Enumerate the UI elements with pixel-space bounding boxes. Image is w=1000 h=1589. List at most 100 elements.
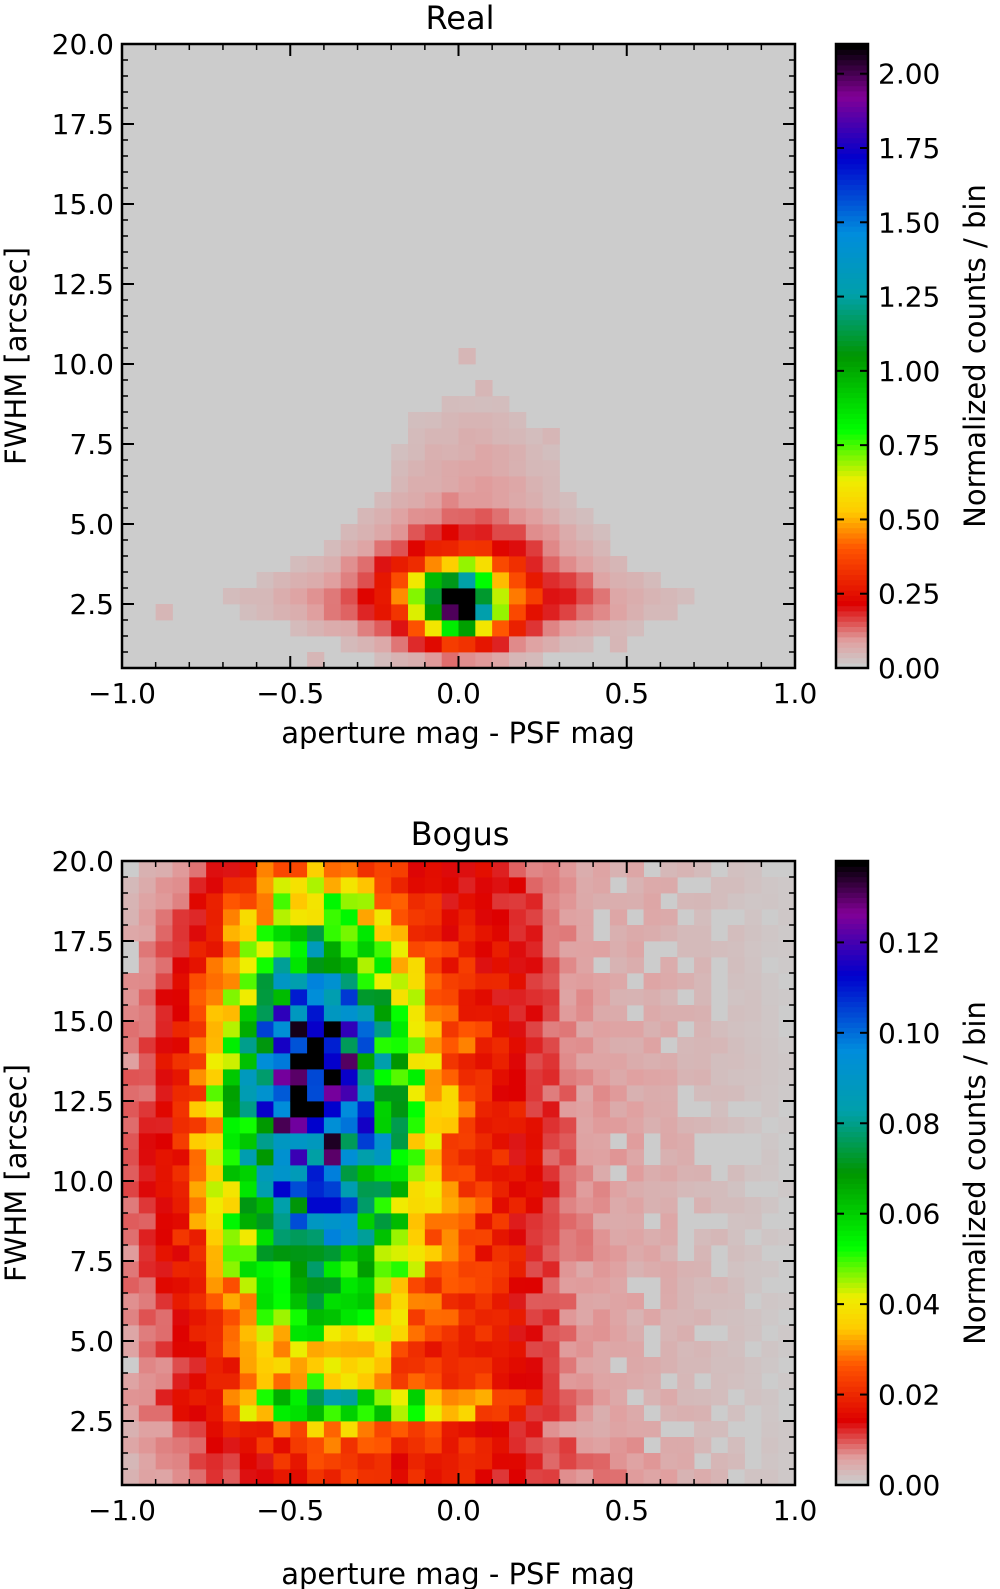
heatmap-cell (239, 1389, 257, 1406)
heatmap-cell (391, 1149, 409, 1166)
heatmap-cell (340, 1277, 358, 1294)
heatmap-cell (441, 861, 459, 878)
heatmap-cell (206, 877, 224, 894)
heatmap-cell (172, 1357, 190, 1374)
colorbar-swatch (836, 944, 868, 950)
heatmap-cell (408, 444, 426, 461)
heatmap-cell (408, 893, 426, 910)
heatmap-cell (172, 1469, 190, 1486)
heatmap-cell (593, 1229, 611, 1246)
colorbar-swatch (836, 200, 868, 206)
heatmap-cell (441, 652, 459, 669)
heatmap-cell (542, 1341, 560, 1358)
heatmap-cell (155, 925, 173, 942)
heatmap-cell (307, 989, 325, 1006)
heatmap-cell (542, 1421, 560, 1438)
colorbar-swatch (836, 1438, 868, 1444)
heatmap-cell (290, 604, 308, 621)
heatmap-cell (222, 1181, 241, 1198)
heatmap-cell (273, 1117, 291, 1134)
heatmap-cell (357, 1085, 375, 1102)
heatmap-cell (778, 893, 796, 910)
heatmap-cell (391, 1421, 409, 1438)
heatmap-cell (256, 1389, 274, 1406)
heatmap-cell (307, 1357, 325, 1374)
heatmap-cell (408, 1165, 426, 1182)
heatmap-cell (492, 492, 510, 509)
heatmap-cell (710, 877, 729, 894)
heatmap-cell (189, 1453, 207, 1470)
heatmap-cell (542, 1357, 560, 1374)
heatmap-cell (441, 540, 459, 557)
heatmap-cell (122, 1421, 140, 1438)
heatmap-cell (189, 1069, 207, 1086)
heatmap-cell (290, 909, 308, 926)
heatmap-cell (424, 460, 443, 477)
heatmap-cell (290, 1373, 308, 1390)
heatmap-cell (525, 1005, 544, 1022)
heatmap-cell (189, 1149, 207, 1166)
heatmap-cell (694, 973, 712, 990)
heatmap-cell (323, 572, 342, 589)
heatmap-cell (122, 1085, 140, 1102)
heatmap-cell (206, 1293, 224, 1310)
x-tick-label: 0.5 (604, 677, 649, 710)
heatmap-cell (273, 989, 291, 1006)
colorbar-swatch (836, 444, 868, 451)
heatmap-cell (626, 957, 644, 974)
colorbar-swatch (836, 933, 868, 940)
heatmap-cell (307, 925, 325, 942)
heatmap-cell (391, 1341, 409, 1358)
heatmap-cell (172, 1117, 190, 1134)
heatmap-cell (441, 604, 459, 621)
heatmap-cell (542, 1437, 560, 1454)
heatmap-cell (559, 1405, 577, 1422)
heatmap-cell (508, 1389, 527, 1406)
heatmap-cell (643, 1037, 661, 1054)
heatmap-cell (256, 1005, 274, 1022)
heatmap-cell (122, 893, 140, 910)
heatmap-cell (744, 1373, 762, 1390)
heatmap-cell (542, 1181, 560, 1198)
heatmap-cell (256, 1165, 274, 1182)
heatmap-cell (525, 1469, 544, 1486)
heatmap-cell (408, 925, 426, 942)
heatmap-cell (122, 1373, 140, 1390)
heatmap-cell (508, 588, 527, 605)
heatmap-cell (525, 508, 544, 525)
heatmap-cell (576, 1197, 594, 1214)
heatmap-cell (576, 1341, 594, 1358)
heatmap-cell (323, 1085, 342, 1102)
heatmap-cell (744, 925, 762, 942)
heatmap-cell (441, 524, 459, 541)
colorbar-swatch (836, 1084, 868, 1091)
heatmap-cell (290, 1389, 308, 1406)
heatmap-cell (408, 1261, 426, 1278)
heatmap-cell (357, 1341, 375, 1358)
heatmap-cell (374, 893, 392, 910)
heatmap-cell (323, 1037, 342, 1054)
heatmap-cell (593, 1389, 611, 1406)
colorbar-swatch (836, 101, 868, 107)
heatmap-cell (576, 1309, 594, 1326)
heatmap-cell (424, 1229, 443, 1246)
heatmap-cell (307, 861, 325, 878)
colorbar-swatch (836, 1391, 868, 1398)
heatmap-cell (374, 1469, 392, 1486)
heatmap-cell (576, 941, 594, 958)
heatmap-cell (542, 588, 560, 605)
heatmap-cell (155, 1357, 173, 1374)
heatmap-cell (138, 861, 157, 878)
heatmap-cell (424, 1389, 443, 1406)
heatmap-cell (273, 1389, 291, 1406)
colorbar-swatch (836, 1313, 868, 1320)
heatmap-cell (172, 973, 190, 990)
colorbar-swatch (836, 1360, 868, 1366)
heatmap-cell (475, 1053, 493, 1070)
heatmap-cell (340, 620, 358, 637)
colorbar-swatch (836, 1157, 868, 1164)
colorbar-swatch (836, 1100, 868, 1106)
heatmap-cell (256, 1309, 274, 1326)
heatmap-cell (239, 604, 257, 621)
heatmap-cell (122, 925, 140, 942)
